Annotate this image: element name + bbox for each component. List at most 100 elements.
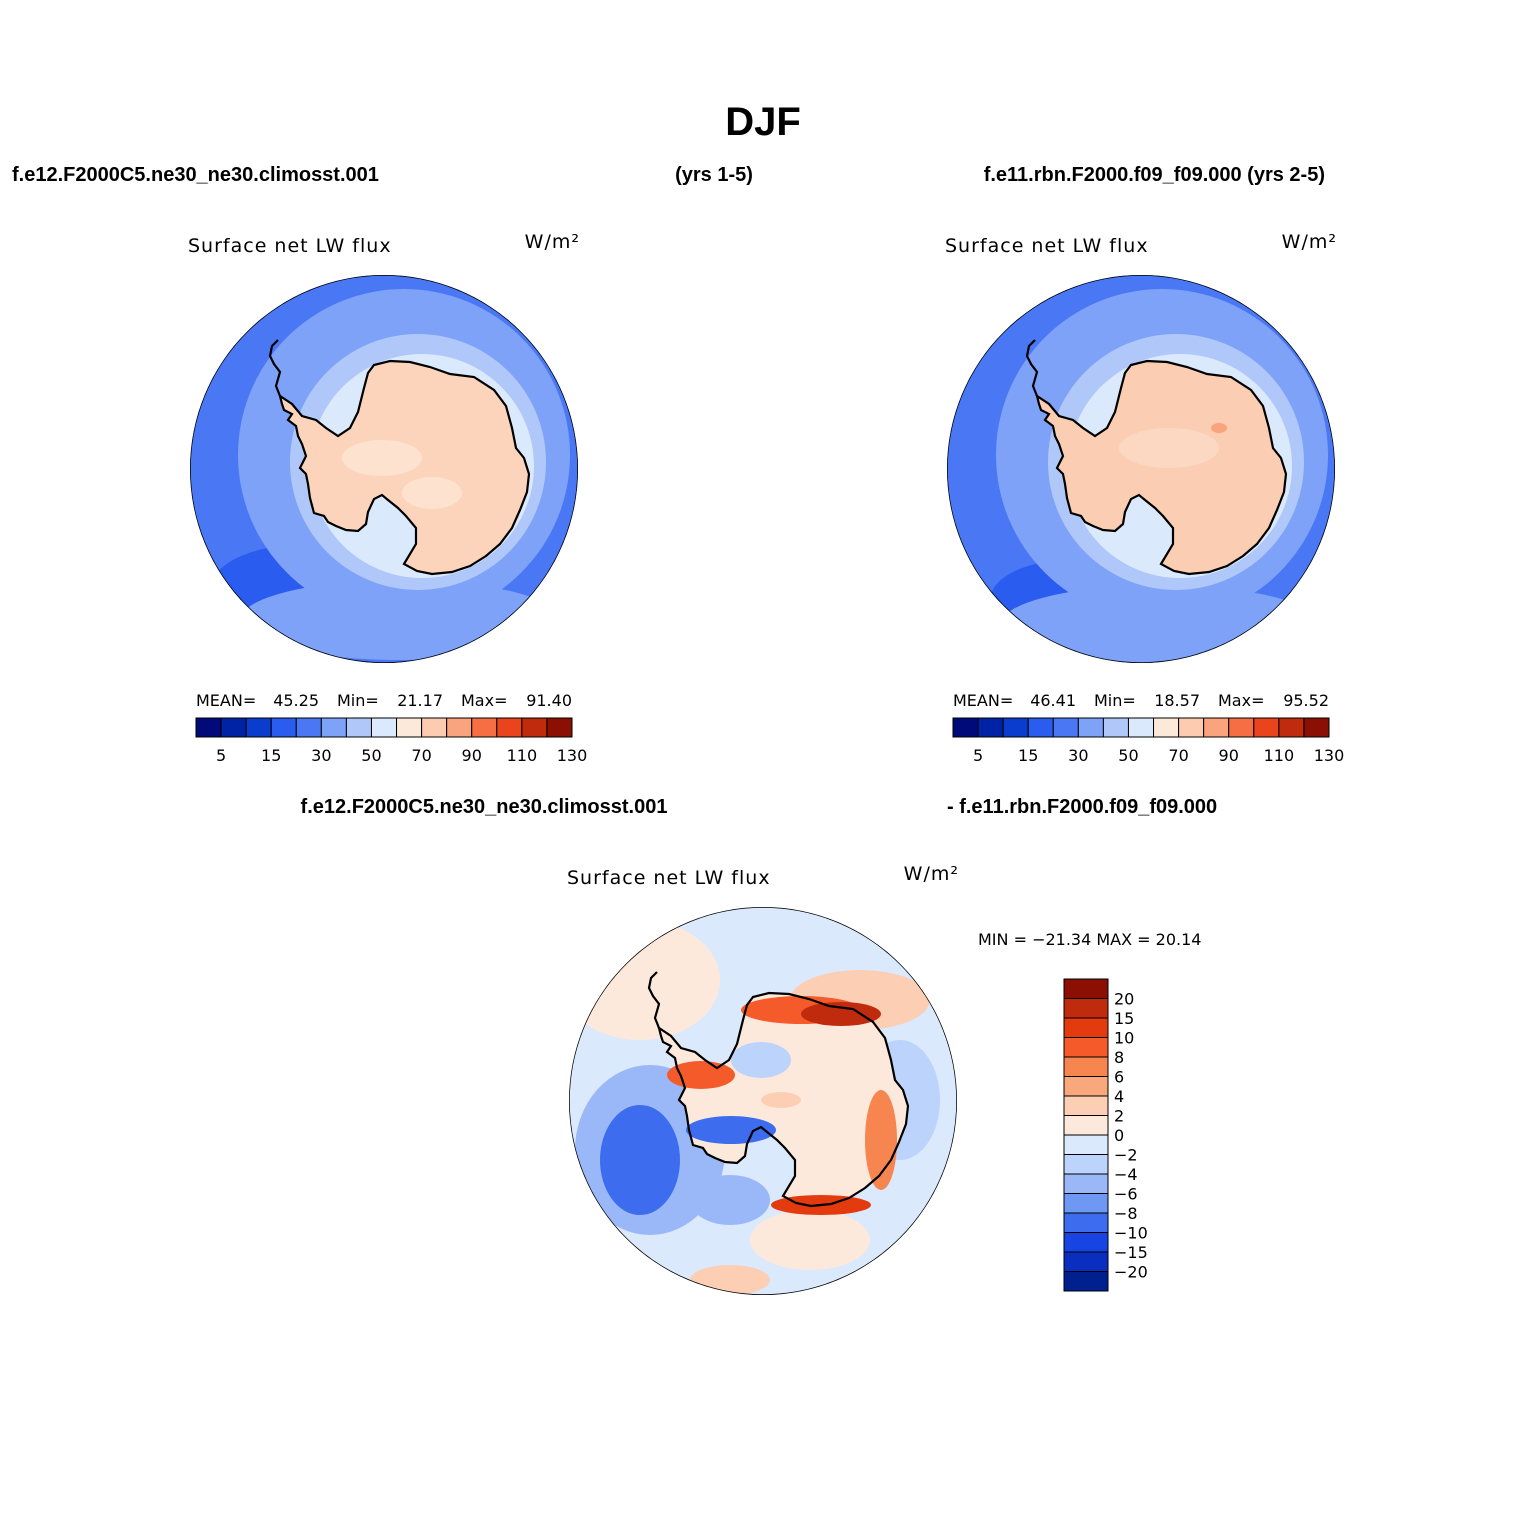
panel-right-colorbar-swatch — [1303, 717, 1330, 738]
figure-title: DJF — [725, 100, 801, 144]
panel-left-units: W/m² — [525, 231, 580, 253]
panel-diff-colorbar-swatch — [1063, 1095, 1109, 1116]
panel-left-colorbar-tick-label: 5 — [216, 746, 226, 765]
right-case-label: f.e11.rbn.F2000.f09_f09.000 (yrs 2-5) — [984, 164, 1325, 186]
panel-right-units: W/m² — [1282, 231, 1337, 253]
panel-right-stats: MEAN= 46.41 Min= 18.57 Max= 95.52 — [953, 691, 1329, 710]
panel-right-colorbar-tick-label: 110 — [1264, 746, 1295, 765]
panel-right-min-label: Min= — [1094, 691, 1136, 710]
panel-right-colorbar-swatch — [1052, 717, 1079, 738]
panel-right-map — [947, 275, 1335, 663]
panel-left-colorbar-swatch — [245, 717, 272, 738]
panel-left-min-label: Min= — [337, 691, 379, 710]
panel-right-colorbar-tick-label: 90 — [1219, 746, 1239, 765]
panel-left-colorbar-tick-label: 70 — [411, 746, 431, 765]
panel-left-colorbar-tick-label: 30 — [311, 746, 331, 765]
panel-diff-colorbar-tick-label: 4 — [1114, 1087, 1124, 1106]
panel-right-colorbar-tick-label: 5 — [973, 746, 983, 765]
panel-right-colorbar-swatch — [1153, 717, 1180, 738]
diff-case-a-label: f.e12.F2000C5.ne30_ne30.climosst.001 — [301, 796, 668, 818]
panel-diff-colorbar-tick-label: 2 — [1114, 1107, 1124, 1126]
panel-left-colorbar-swatch — [195, 717, 222, 738]
panel-right-max-label: Max= — [1218, 691, 1264, 710]
panel-diff-colorbar-swatch — [1063, 1212, 1109, 1233]
panel-left-colorbar-swatch — [370, 717, 398, 738]
panel-left-colorbar-swatch — [396, 717, 423, 738]
panel-diff-colorbar-tick-label: −20 — [1114, 1263, 1148, 1282]
panel-left-stats: MEAN= 45.25 Min= 21.17 Max= 91.40 — [196, 691, 572, 710]
panel-diff-colorbar-tick-label: 15 — [1114, 1009, 1134, 1028]
panel-left-max-value: 91.40 — [526, 691, 572, 710]
panel-left-colorbar-swatch — [521, 717, 548, 738]
panel-diff-colorbar-swatch — [1063, 1173, 1109, 1194]
panel-left-colorbar-tick-label: 90 — [462, 746, 482, 765]
panel-diff-colorbar-swatch — [1063, 1076, 1109, 1097]
panel-diff-colorbar-swatch — [1063, 1154, 1109, 1175]
panel-diff-colorbar-swatch — [1063, 1232, 1109, 1253]
panel-right-colorbar-tick-label: 30 — [1068, 746, 1088, 765]
panel-left-title: Surface net LW flux — [188, 235, 392, 257]
panel-diff-colorbar-tick-label: 6 — [1114, 1068, 1124, 1087]
panel-right-colorbar-swatch — [1203, 717, 1230, 738]
panel-right-colorbar: 5 15 30 50 70 90 110 130 — [952, 717, 1344, 765]
panel-right-colorbar-tick-label: 15 — [1018, 746, 1038, 765]
panel-left-colorbar-tick-label: 50 — [361, 746, 381, 765]
panel-left-colorbar: 5 15 30 50 70 90 110 130 — [195, 717, 588, 765]
left-years-label: (yrs 1-5) — [675, 164, 753, 186]
panel-right-colorbar-swatch — [1002, 717, 1029, 738]
panel-diff-colorbar-tick-label: −2 — [1114, 1146, 1138, 1165]
panel-diff-colorbar-swatch — [1063, 978, 1109, 999]
panel-right-max-value: 95.52 — [1283, 691, 1329, 710]
panel-right-colorbar-swatch — [1178, 717, 1205, 738]
panel-diff-colorbar-swatch — [1063, 1193, 1109, 1214]
panel-left-colorbar-swatch — [446, 717, 473, 738]
panel-right-colorbar-swatch — [1102, 717, 1129, 738]
panel-diff-colorbar-swatch — [1063, 1115, 1109, 1136]
panel-left-colorbar-swatch — [421, 717, 448, 738]
panel-left-colorbar-swatch — [295, 717, 322, 738]
panel-diff-units: W/m² — [904, 863, 959, 885]
panel-right-colorbar-swatch — [1127, 717, 1155, 738]
panel-left-mean-label: MEAN= — [196, 691, 256, 710]
panel-left-colorbar-tick-label: 15 — [261, 746, 281, 765]
panel-diff-colorbar-swatch — [1063, 998, 1109, 1019]
panel-right-mean-value: 46.41 — [1030, 691, 1076, 710]
panel-left-colorbar-swatch — [496, 717, 523, 738]
panel-right-colorbar-swatch — [1027, 717, 1054, 738]
panel-diff-colorbar-swatch — [1063, 1251, 1109, 1272]
diff-case-b-label: - f.e11.rbn.F2000.f09_f09.000 — [947, 796, 1217, 818]
panel-diff-colorbar-swatch — [1063, 1056, 1109, 1077]
panel-diff-colorbar-tick-label: −10 — [1114, 1224, 1148, 1243]
panel-diff-colorbar-tick-label: 0 — [1114, 1126, 1124, 1145]
panel-diff-colorbar-tick-label: 10 — [1114, 1029, 1134, 1048]
left-case-label: f.e12.F2000C5.ne30_ne30.climosst.001 — [12, 164, 379, 186]
panel-diff-colorbar-tick-label: −8 — [1114, 1204, 1138, 1223]
panel-right-colorbar-swatch — [1278, 717, 1305, 738]
panel-right-min-value: 18.57 — [1154, 691, 1200, 710]
panel-left-colorbar-swatch — [270, 717, 297, 738]
panel-diff-map — [569, 907, 957, 1295]
panel-diff-colorbar-swatch — [1063, 1134, 1109, 1155]
panel-left-colorbar-swatch — [546, 717, 573, 738]
panel-right-colorbar-swatch — [952, 717, 979, 738]
panel-diff-colorbar-tick-label: −6 — [1114, 1185, 1138, 1204]
panel-left-colorbar-swatch — [471, 717, 498, 738]
panel-diff-stats: MIN = −21.34 MAX = 20.14 — [978, 930, 1201, 949]
panel-diff-colorbar-tick-label: 8 — [1114, 1048, 1124, 1067]
panel-diff: Surface net LW flux W/m² — [567, 863, 1201, 1295]
panel-diff-colorbar-tick-label: −15 — [1114, 1243, 1148, 1262]
panel-left-colorbar-swatch — [220, 717, 247, 738]
panel-left-colorbar-tick-label: 130 — [557, 746, 588, 765]
panel-right-colorbar-swatch — [1253, 717, 1280, 738]
panel-right-mean-label: MEAN= — [953, 691, 1013, 710]
panel-diff-title: Surface net LW flux — [567, 867, 771, 889]
panel-right-colorbar-swatch — [1228, 717, 1255, 738]
panel-left-colorbar-tick-label: 110 — [507, 746, 538, 765]
panel-right-colorbar-swatch — [1077, 717, 1104, 738]
panel-right-colorbar-tick-label: 70 — [1168, 746, 1188, 765]
panel-right: Surface net LW flux W/m² MEAN= 46.41 Min… — [945, 231, 1344, 765]
panel-left-max-label: Max= — [461, 691, 507, 710]
panel-left-min-value: 21.17 — [397, 691, 443, 710]
